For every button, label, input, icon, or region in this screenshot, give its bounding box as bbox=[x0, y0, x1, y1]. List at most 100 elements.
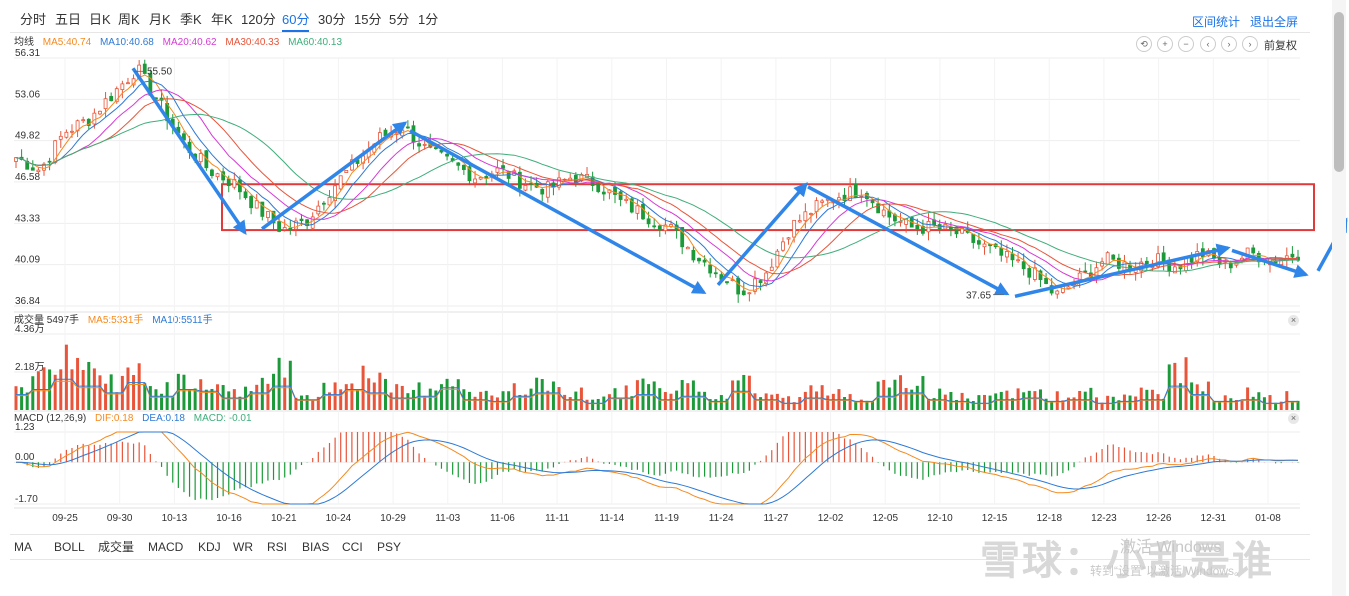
volume-legend: 成交量 5497手 MA5:5331手 MA10:5511手 bbox=[14, 315, 219, 327]
ma30-legend: MA30:40.33 bbox=[225, 37, 280, 48]
period-tab-year[interactable]: 年K bbox=[211, 12, 233, 27]
close-volume-icon[interactable]: × bbox=[1288, 315, 1299, 326]
x-tick-label: 12-23 bbox=[1091, 513, 1117, 524]
volume-bar bbox=[300, 395, 304, 410]
macd-tick-label: -1.70 bbox=[15, 494, 38, 505]
volume-bar bbox=[434, 390, 438, 410]
candle-body bbox=[299, 218, 304, 221]
macd-value-legend: MACD: -0.01 bbox=[193, 413, 252, 424]
period-tab-intraday[interactable]: 分时 bbox=[20, 12, 47, 27]
period-tab-30min[interactable]: 30分 bbox=[318, 12, 346, 27]
tab-bias[interactable]: BIAS bbox=[302, 540, 330, 554]
volume-bar bbox=[1010, 398, 1014, 410]
tab-volume[interactable]: 成交量 bbox=[98, 540, 135, 554]
period-tab-day[interactable]: 日K bbox=[89, 12, 111, 27]
ma20-legend: MA20:40.62 bbox=[162, 37, 217, 48]
period-tab-5min[interactable]: 5分 bbox=[389, 12, 410, 27]
volume-bar bbox=[495, 397, 499, 410]
candle-body bbox=[120, 83, 125, 90]
candle-body bbox=[652, 225, 657, 228]
volume-bar bbox=[1156, 394, 1160, 410]
x-tick-label: 10-13 bbox=[162, 513, 188, 524]
dif-legend: DIF:0.18 bbox=[95, 413, 134, 424]
volume-bar bbox=[854, 401, 858, 410]
x-tick-label: 10-29 bbox=[380, 513, 406, 524]
volume-bar bbox=[1212, 400, 1216, 410]
price-tick-label: 53.06 bbox=[15, 89, 40, 100]
volume-bar bbox=[53, 374, 57, 410]
volume-bar bbox=[1033, 391, 1037, 410]
scrollbar-thumb[interactable] bbox=[1334, 12, 1344, 172]
candle-body bbox=[495, 167, 500, 173]
candle-body bbox=[982, 243, 987, 248]
exit-fullscreen-link[interactable]: 退出全屏 bbox=[1250, 15, 1299, 29]
period-tab-60min[interactable]: 60分 bbox=[282, 10, 310, 32]
zoom-in-icon[interactable]: + bbox=[1157, 36, 1173, 52]
period-tab-week[interactable]: 周K bbox=[118, 12, 140, 27]
volume-bar bbox=[708, 399, 712, 410]
period-tab-120min[interactable]: 120分 bbox=[241, 12, 276, 27]
volume-bar bbox=[955, 399, 959, 410]
volume-bar bbox=[1044, 398, 1048, 410]
volume-bar bbox=[328, 392, 332, 410]
volume-bar bbox=[1072, 397, 1076, 410]
candle-body bbox=[277, 221, 282, 232]
tab-boll[interactable]: BOLL bbox=[54, 540, 85, 554]
candle-body bbox=[618, 191, 623, 200]
volume-bar bbox=[249, 391, 253, 410]
volume-bar bbox=[305, 395, 309, 410]
topbar-divider bbox=[10, 32, 1310, 33]
volume-bar bbox=[1246, 387, 1250, 410]
candle-body bbox=[467, 166, 472, 182]
ma-legend: 均线 MA5:40.74 MA10:40.68 MA20:40.62 MA30:… bbox=[14, 37, 348, 49]
candle-body bbox=[86, 118, 91, 126]
zoom-out-icon[interactable]: − bbox=[1178, 36, 1194, 52]
volume-bar bbox=[859, 399, 863, 410]
tab-rsi[interactable]: RSI bbox=[267, 540, 288, 554]
ma5-line bbox=[15, 74, 1299, 291]
candle-body bbox=[613, 186, 617, 195]
close-macd-icon[interactable]: × bbox=[1288, 413, 1299, 424]
candle-body bbox=[1116, 257, 1121, 269]
volume-bar bbox=[585, 399, 589, 410]
period-tab-month[interactable]: 月K bbox=[149, 12, 171, 27]
scroll-left-icon[interactable]: ‹ bbox=[1200, 36, 1216, 52]
tab-macd[interactable]: MACD bbox=[148, 540, 184, 554]
tab-psy[interactable]: PSY bbox=[377, 540, 402, 554]
play-icon[interactable]: › bbox=[1242, 36, 1258, 52]
candle-body bbox=[680, 227, 685, 248]
period-tab-15min[interactable]: 15分 bbox=[354, 12, 382, 27]
tab-wr[interactable]: WR bbox=[233, 540, 253, 554]
volume-bar bbox=[490, 395, 494, 410]
volume-bar bbox=[1234, 400, 1238, 410]
tab-ma[interactable]: MA bbox=[14, 540, 32, 554]
tab-cci[interactable]: CCI bbox=[342, 540, 363, 554]
candle-body bbox=[926, 221, 931, 233]
period-tab-quarter[interactable]: 季K bbox=[180, 12, 202, 27]
volume-bar bbox=[473, 396, 477, 410]
scroll-right-icon[interactable]: › bbox=[1221, 36, 1237, 52]
vertical-scrollbar[interactable] bbox=[1332, 0, 1346, 596]
period-tab-1min[interactable]: 1分 bbox=[418, 12, 439, 27]
volume-bar bbox=[1061, 400, 1065, 410]
reset-icon[interactable]: ⟲ bbox=[1136, 36, 1152, 52]
volume-bar bbox=[1038, 389, 1042, 410]
volume-bar bbox=[210, 388, 214, 410]
period-tab-5day[interactable]: 五日 bbox=[55, 12, 82, 27]
volume-bar bbox=[193, 388, 197, 410]
dea-line bbox=[15, 431, 1299, 505]
candle-body bbox=[198, 153, 203, 163]
candle-body bbox=[708, 264, 713, 274]
candle-body bbox=[842, 194, 847, 201]
volume-bar bbox=[501, 391, 505, 410]
windows-activation-sub: 转到“设置”以激活 Windows。 bbox=[1090, 564, 1247, 578]
volume-bar bbox=[227, 391, 231, 410]
range-stats-link[interactable]: 区间统计 bbox=[1192, 15, 1241, 29]
volume-bar bbox=[1296, 400, 1300, 410]
candle-body bbox=[254, 200, 259, 209]
volume-bar bbox=[932, 398, 936, 410]
tab-kdj[interactable]: KDJ bbox=[198, 540, 221, 554]
adjust-mode-label[interactable]: 前复权 bbox=[1264, 40, 1297, 52]
volume-bar bbox=[182, 374, 186, 410]
